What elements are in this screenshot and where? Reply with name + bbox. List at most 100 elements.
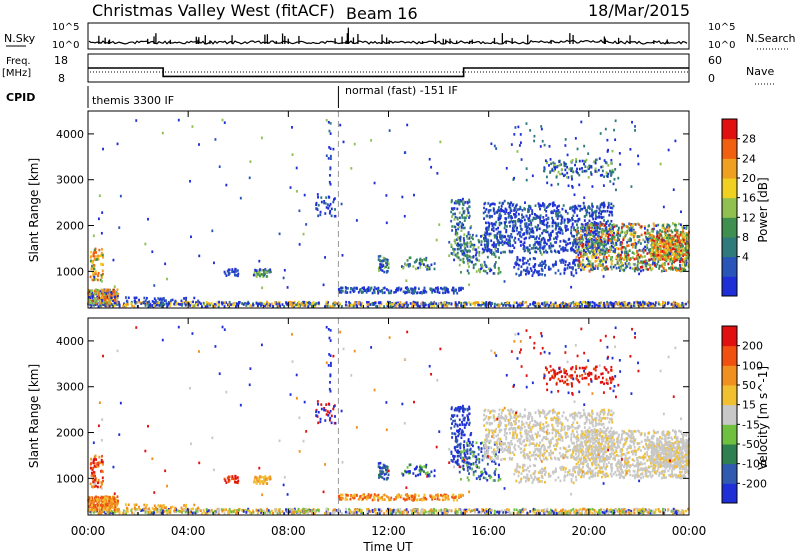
power-cell: [612, 249, 615, 253]
power-cell: [666, 240, 669, 243]
power-cell: [135, 296, 138, 300]
power-cell: [579, 209, 582, 212]
power-cell: [325, 118, 328, 122]
power-cell: [378, 259, 381, 263]
power-cell: [497, 239, 500, 242]
power-cell: [396, 302, 399, 306]
power-cell: [487, 202, 490, 205]
power-cell: [581, 237, 584, 240]
power-cell: [571, 209, 574, 212]
power-cell: [198, 301, 201, 304]
power-cell: [679, 223, 682, 227]
power-cell: [632, 228, 635, 232]
power-cell: [311, 301, 314, 305]
power-cell: [576, 147, 579, 151]
power-cell: [525, 300, 527, 304]
power-cell: [462, 210, 465, 213]
power-cell: [561, 207, 564, 211]
power-cell: [670, 229, 673, 233]
power-cell: [543, 244, 546, 248]
power-cell: [605, 260, 607, 264]
power-cell: [632, 256, 634, 259]
power-cell: [550, 211, 553, 215]
power-cell: [573, 303, 575, 307]
power-cell: [455, 230, 458, 233]
power-cell: [668, 266, 671, 270]
power-cell: [631, 245, 634, 249]
power-cell: [93, 248, 96, 252]
power-cell: [559, 272, 562, 276]
power-cell: [600, 228, 603, 231]
power-cell: [341, 289, 344, 293]
velocity-cell: [598, 511, 601, 515]
power-cell: [469, 303, 472, 306]
power-cell: [573, 193, 576, 197]
power-cell: [634, 129, 636, 132]
velocity-cell: [194, 511, 197, 515]
power-cell: [663, 258, 666, 262]
power-cell: [111, 299, 114, 302]
power-cell: [583, 249, 585, 252]
power-cell: [511, 204, 514, 207]
power-cell: [523, 218, 526, 222]
power-cell: [587, 301, 590, 304]
power-cell: [617, 302, 620, 306]
power-cell: [580, 244, 583, 247]
power-cell: [329, 166, 332, 169]
colorbar-segment: [722, 197, 737, 218]
power-cell: [458, 263, 461, 267]
power-cell: [665, 247, 668, 250]
power-cell: [657, 302, 660, 306]
power-cell: [595, 226, 598, 229]
power-cell: [624, 247, 627, 250]
power-cell: [92, 278, 95, 282]
power-cell: [418, 258, 421, 262]
power-cell: [492, 202, 495, 206]
power-cell: [515, 215, 518, 218]
power-cell: [450, 252, 453, 255]
power-cell: [498, 206, 500, 209]
power-cell: [487, 242, 490, 245]
power-cell: [522, 256, 525, 260]
power-cell: [627, 250, 630, 253]
power-cell: [610, 260, 613, 264]
power-cell: [576, 304, 579, 307]
velocity-cell: [532, 510, 535, 514]
power-cell: [546, 221, 549, 225]
power-cell: [678, 245, 681, 249]
power-cell: [531, 274, 534, 278]
power-cell: [603, 242, 606, 246]
power-cell: [505, 210, 508, 213]
power-cell: [576, 240, 579, 243]
power-cell: [662, 241, 665, 244]
power-cell: [672, 252, 675, 255]
power-cell: [107, 303, 110, 307]
power-cell: [599, 205, 602, 209]
power-cell: [369, 303, 372, 306]
power-cell: [679, 233, 682, 237]
power-cell: [332, 147, 335, 151]
power-cell: [676, 229, 679, 232]
power-cell: [659, 162, 662, 166]
power-cell: [396, 288, 399, 292]
power-cell: [144, 302, 147, 306]
power-cell: [224, 272, 227, 275]
power-cell: [482, 269, 485, 273]
velocity-cell: [126, 510, 129, 513]
power-cell: [490, 142, 493, 146]
power-cell: [684, 246, 687, 250]
power-cell: [629, 229, 631, 232]
power-cell: [463, 251, 466, 255]
power-cell: [670, 244, 673, 248]
power-cell: [283, 268, 286, 272]
power-cell: [470, 256, 472, 259]
power-cell: [537, 216, 540, 219]
power-cell: [615, 241, 618, 245]
power-cell: [543, 203, 546, 206]
power-cell: [506, 225, 508, 228]
velocity-cell: [440, 508, 443, 512]
power-cell: [578, 173, 581, 177]
power-cell: [459, 198, 462, 202]
power-cell: [531, 209, 534, 212]
power-cell: [532, 231, 535, 234]
